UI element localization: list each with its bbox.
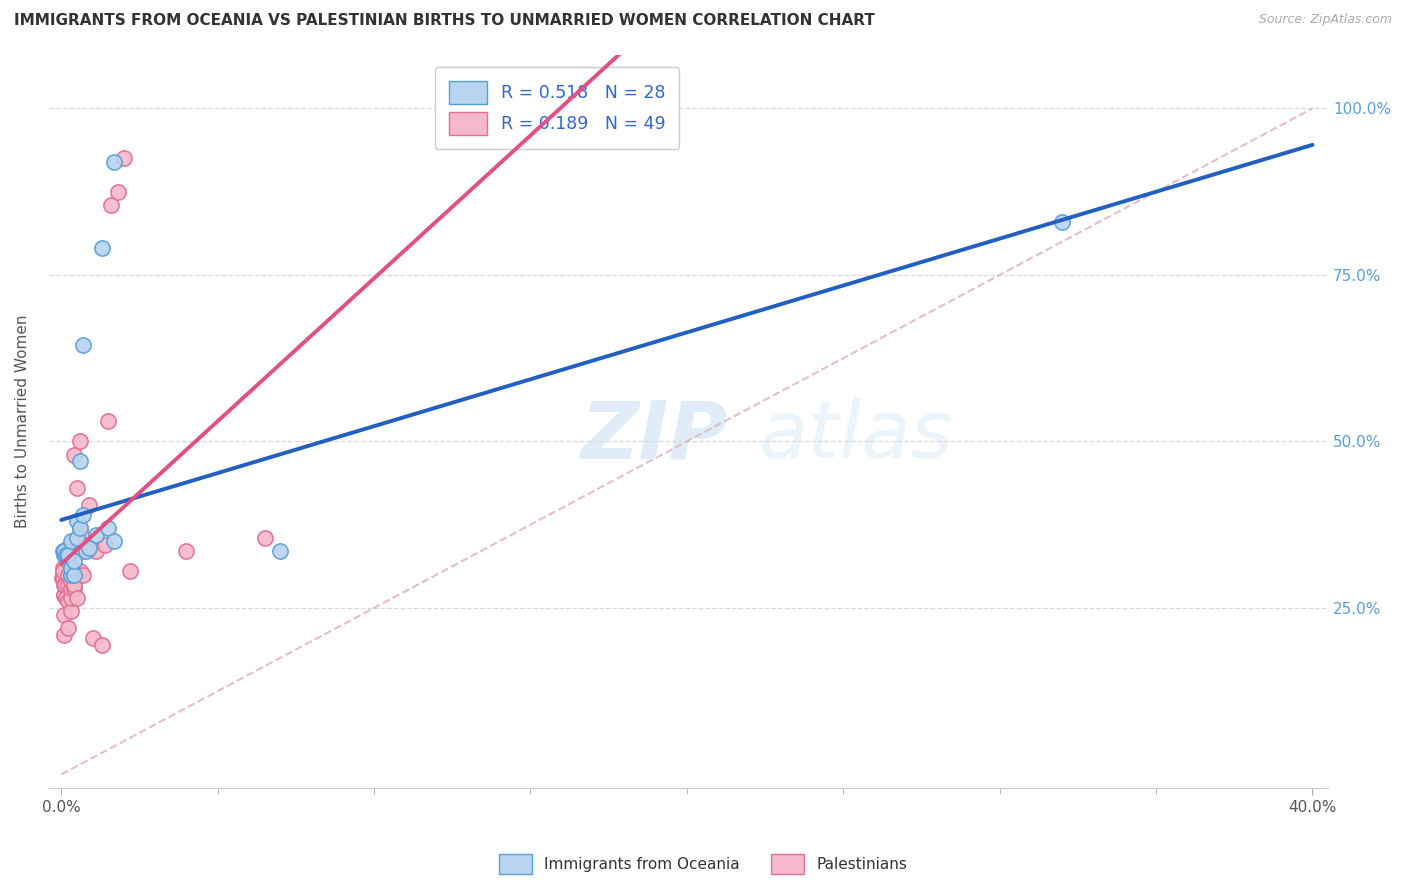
- Point: [69, 434, 91, 449]
- Point: [62, 448, 84, 462]
- Point: [66, 531, 89, 545]
- Point: [56, 548, 79, 562]
- Point: [103, 534, 125, 549]
- Point: [56, 577, 79, 591]
- Point: [55, 548, 77, 562]
- Point: [62, 577, 84, 591]
- Point: [269, 544, 291, 558]
- Point: [90, 241, 112, 255]
- Point: [176, 544, 198, 558]
- Point: [52, 544, 75, 558]
- Legend: Immigrants from Oceania, Palestinians: Immigrants from Oceania, Palestinians: [492, 848, 914, 880]
- Point: [55, 548, 77, 562]
- Point: [69, 454, 91, 468]
- Point: [56, 621, 79, 635]
- Point: [84, 527, 107, 541]
- Point: [52, 571, 75, 585]
- Point: [52, 588, 75, 602]
- Point: [1052, 214, 1074, 228]
- Point: [53, 544, 76, 558]
- Point: [53, 627, 76, 641]
- Point: [69, 521, 91, 535]
- Point: [59, 604, 82, 618]
- Point: [82, 631, 104, 645]
- Point: [66, 481, 89, 495]
- Point: [59, 567, 82, 582]
- Point: [53, 577, 76, 591]
- Point: [103, 154, 125, 169]
- Y-axis label: Births to Unmarried Women: Births to Unmarried Women: [15, 315, 30, 528]
- Point: [56, 594, 79, 608]
- Point: [51, 571, 73, 585]
- Point: [79, 498, 101, 512]
- Point: [59, 534, 82, 549]
- Point: [79, 541, 101, 555]
- Text: ZIP: ZIP: [579, 397, 727, 475]
- Point: [52, 561, 75, 575]
- Point: [62, 567, 84, 582]
- Point: [72, 544, 94, 558]
- Point: [53, 607, 76, 622]
- Point: [56, 548, 79, 562]
- Point: [59, 561, 82, 575]
- Point: [120, 564, 142, 578]
- Point: [53, 544, 76, 558]
- Point: [84, 544, 107, 558]
- Point: [62, 534, 84, 549]
- Point: [59, 574, 82, 589]
- Point: [90, 638, 112, 652]
- Point: [253, 531, 276, 545]
- Point: [62, 554, 84, 568]
- Point: [55, 591, 77, 605]
- Point: [56, 567, 79, 582]
- Point: [59, 567, 82, 582]
- Point: [53, 548, 76, 562]
- Point: [97, 521, 120, 535]
- Point: [107, 185, 129, 199]
- Point: [62, 581, 84, 595]
- Point: [51, 567, 73, 582]
- Point: [53, 577, 76, 591]
- Point: [72, 508, 94, 522]
- Point: [75, 538, 97, 552]
- Point: [56, 541, 79, 555]
- Point: [100, 198, 122, 212]
- Point: [66, 591, 89, 605]
- Point: [69, 521, 91, 535]
- Legend: R = 0.518   N = 28, R = 0.189   N = 49: R = 0.518 N = 28, R = 0.189 N = 49: [434, 68, 679, 149]
- Point: [59, 581, 82, 595]
- Point: [72, 567, 94, 582]
- Text: IMMIGRANTS FROM OCEANIA VS PALESTINIAN BIRTHS TO UNMARRIED WOMEN CORRELATION CHA: IMMIGRANTS FROM OCEANIA VS PALESTINIAN B…: [14, 13, 875, 29]
- Point: [53, 588, 76, 602]
- Point: [72, 531, 94, 545]
- Point: [52, 564, 75, 578]
- Text: atlas: atlas: [759, 397, 953, 475]
- Point: [59, 591, 82, 605]
- Point: [59, 544, 82, 558]
- Point: [112, 152, 135, 166]
- Point: [56, 554, 79, 568]
- Point: [97, 414, 120, 428]
- Point: [72, 338, 94, 352]
- Point: [75, 544, 97, 558]
- Point: [69, 564, 91, 578]
- Point: [94, 538, 117, 552]
- Point: [66, 514, 89, 528]
- Text: Source: ZipAtlas.com: Source: ZipAtlas.com: [1258, 13, 1392, 27]
